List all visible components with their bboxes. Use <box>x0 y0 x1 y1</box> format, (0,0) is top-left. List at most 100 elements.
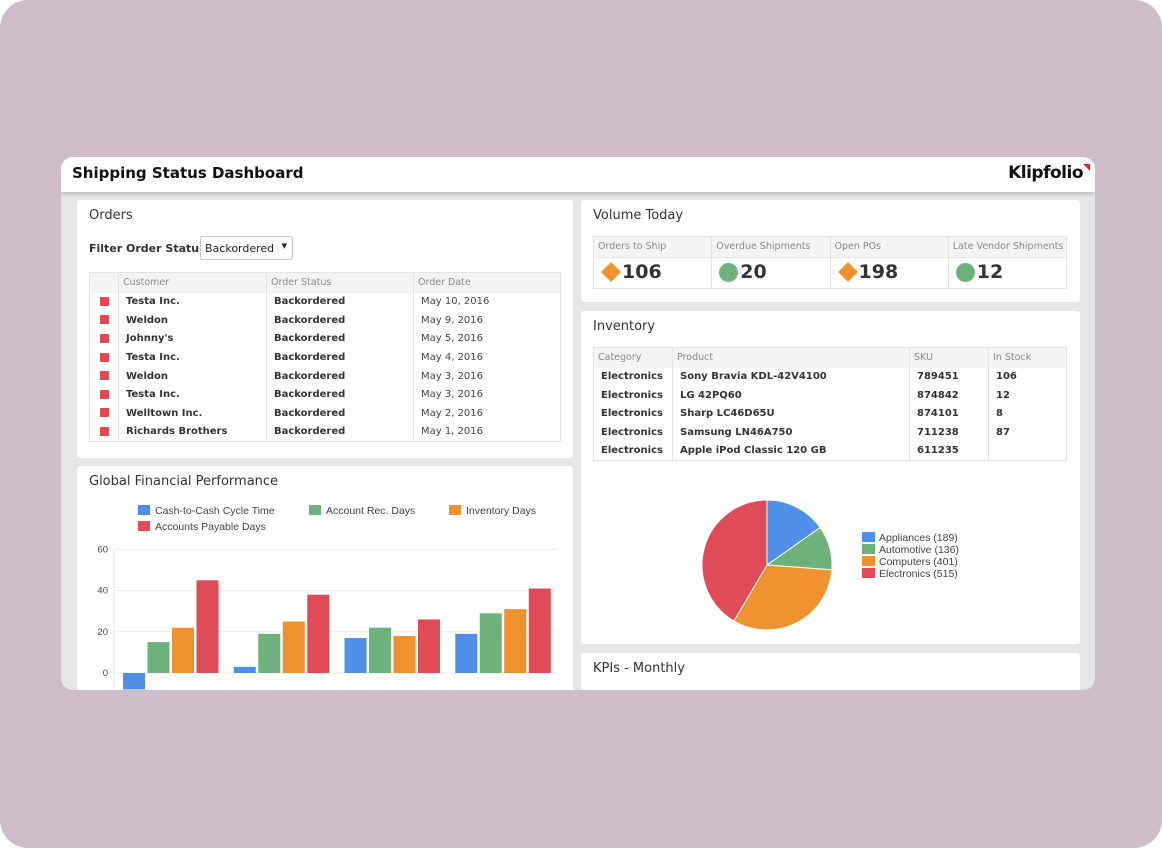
order-customer: Testa Inc. <box>118 348 267 367</box>
dropdown-arrow-icon: ▼ <box>281 242 287 250</box>
inventory-category: Electronics <box>593 404 673 424</box>
order-date: May 10, 2016 <box>413 292 561 312</box>
kpi-tile[interactable]: Open POs 198 <box>830 237 949 288</box>
bar <box>172 627 194 673</box>
bar <box>233 666 256 673</box>
pie-legend-label: Electronics <box>879 568 931 580</box>
bar <box>479 613 502 673</box>
klipfolio-logo[interactable]: Klipfolio <box>1008 163 1090 183</box>
order-date: May 2, 2016 <box>413 404 561 423</box>
inventory-product: Sharp LC46D65U <box>672 404 910 424</box>
kpi-label: Late Vendor Shipments <box>948 237 1066 258</box>
order-row[interactable]: Testa Inc. Backordered May 3, 2016 <box>89 385 561 405</box>
kpi-value: 106 <box>622 261 662 283</box>
pie-legend-item[interactable]: Appliances (189) <box>862 532 959 544</box>
legend-swatch <box>309 505 321 515</box>
dashboard-window: Shipping Status Dashboard Klipfolio Orde… <box>61 157 1095 690</box>
order-row[interactable]: Testa Inc. Backordered May 4, 2016 <box>89 348 561 367</box>
column-header-order-status[interactable]: Order Status <box>266 272 414 293</box>
status-indicator-cell <box>89 422 119 442</box>
column-header-order-date[interactable]: Order Date <box>413 272 561 293</box>
kpi-tile[interactable]: Overdue Shipments 20 <box>712 237 831 288</box>
order-date: May 3, 2016 <box>413 385 561 405</box>
order-status: Backordered <box>266 404 414 423</box>
kpi-label: Open POs <box>830 237 948 258</box>
inventory-row[interactable]: Electronics Apple iPod Classic 120 GB 6112… <box>593 441 1067 461</box>
inventory-row[interactable]: Electronics Sony Bravia KDL-42V4100 789451… <box>593 367 1067 387</box>
order-status-select[interactable]: Backordered ▼ <box>200 236 293 260</box>
logo-text: Klipfolio <box>1008 163 1083 183</box>
pie-legend: Appliances (189) Automotive (136) Computer… <box>862 532 959 580</box>
bar <box>147 642 170 673</box>
column-header-in-stock[interactable]: In Stock <box>988 347 1067 368</box>
status-square-icon <box>100 389 109 399</box>
order-status: Backordered <box>266 385 414 405</box>
order-status: Backordered <box>266 422 414 442</box>
pie-legend-label: Computers <box>879 556 931 568</box>
pie-legend-item[interactable]: Electronics (515) <box>862 568 959 580</box>
legend-label[interactable]: Accounts Payable Days <box>155 521 266 533</box>
order-customer: Welltown Inc. <box>118 404 267 423</box>
dashboard-header: Shipping Status Dashboard Klipfolio <box>61 157 1095 192</box>
legend-label[interactable]: Account Rec. Days <box>326 505 415 517</box>
pie-legend-item[interactable]: Automotive (136) <box>862 544 959 556</box>
order-customer: Testa Inc. <box>118 385 267 405</box>
bar <box>307 594 330 673</box>
kpi-value: 12 <box>976 261 1004 283</box>
bar <box>344 637 367 673</box>
order-row[interactable]: Richards Brothers Backordered May 1, 2016 <box>89 422 561 442</box>
order-status: Backordered <box>266 292 414 312</box>
order-row[interactable]: Testa Inc. Backordered May 10, 2016 <box>89 292 561 312</box>
legend-label[interactable]: Inventory Days <box>466 505 536 517</box>
pie-legend-value: (515) <box>930 568 958 580</box>
legend-swatch <box>862 532 875 542</box>
kpi-label: Overdue Shipments <box>712 237 830 258</box>
bar <box>123 673 145 690</box>
kpis-monthly-card: KPIs - Monthly <box>581 653 1080 690</box>
status-square-icon <box>100 352 109 362</box>
inventory-in-stock <box>988 441 1067 461</box>
pie-slice[interactable] <box>701 499 768 622</box>
legend-label[interactable]: Cash-to-Cash Cycle Time <box>155 505 275 517</box>
order-row[interactable]: Weldon Backordered May 9, 2016 <box>89 311 561 330</box>
volume-today-title: Volume Today <box>593 208 684 223</box>
status-square-icon <box>100 333 109 343</box>
status-indicator-cell <box>89 385 119 405</box>
column-header-product[interactable]: Product <box>672 347 910 368</box>
inventory-title: Inventory <box>593 319 656 334</box>
order-date: May 3, 2016 <box>413 366 561 386</box>
inventory-pie-chart <box>701 499 833 631</box>
column-header-indicator[interactable] <box>89 272 119 293</box>
bar <box>455 633 478 673</box>
order-row[interactable]: Welltown Inc. Backordered May 2, 2016 <box>89 404 561 423</box>
pie-slice[interactable] <box>733 564 833 631</box>
inventory-in-stock: 106 <box>988 367 1067 387</box>
diamond-icon <box>601 262 621 282</box>
inventory-row[interactable]: Electronics Sharp LC46D65U 874101 8 <box>593 404 1067 424</box>
column-header-customer[interactable]: Customer <box>118 272 267 293</box>
inventory-table: Category Product SKU In Stock Electronic… <box>593 347 1067 461</box>
circle-icon <box>955 263 975 282</box>
inventory-row[interactable]: Electronics Samsung LN46A750 711238 87 <box>593 423 1067 442</box>
kpi-tile[interactable]: Late Vendor Shipments 12 <box>948 237 1066 288</box>
order-customer: Richards Brothers <box>118 422 267 442</box>
legend-swatch <box>862 544 875 554</box>
kpi-tile[interactable]: Orders to Ship 106 <box>594 237 713 288</box>
order-row[interactable]: Weldon Backordered May 3, 2016 <box>89 366 561 386</box>
column-header-sku[interactable]: SKU <box>909 347 989 368</box>
order-row[interactable]: Johnny's Backordered May 5, 2016 <box>89 329 561 349</box>
inventory-sku: 711238 <box>909 423 989 442</box>
pie-legend-item[interactable]: Computers (401) <box>862 556 959 568</box>
pie-legend-value: (401) <box>930 556 958 568</box>
inventory-product: Samsung LN46A750 <box>672 423 910 442</box>
volume-kpi-row: Orders to Ship 106 Overdue Shipments 20 Open… <box>593 236 1067 289</box>
pie-slice[interactable] <box>766 499 821 566</box>
y-tick-label: 40 <box>97 586 108 597</box>
inventory-row[interactable]: Electronics LG 42PQ60 874842 12 <box>593 386 1067 405</box>
column-header-category[interactable]: Category <box>593 347 673 368</box>
order-date: May 1, 2016 <box>413 422 561 442</box>
inventory-in-stock: 8 <box>988 404 1067 424</box>
status-indicator-cell <box>89 292 119 312</box>
status-indicator-cell <box>89 348 119 367</box>
